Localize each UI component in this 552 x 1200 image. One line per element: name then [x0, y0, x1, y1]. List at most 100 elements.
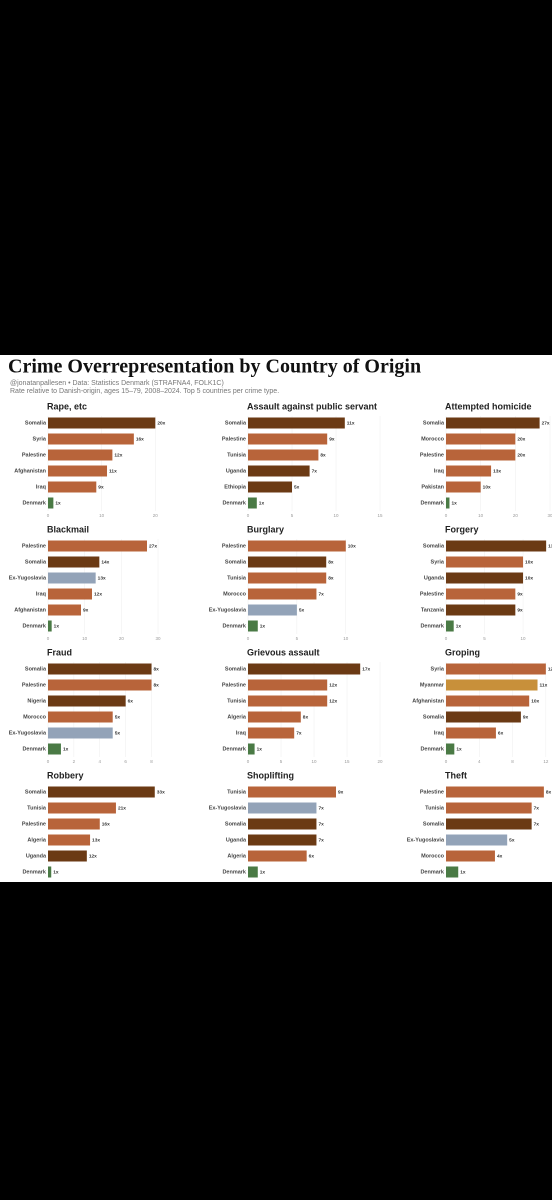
- bar: [248, 556, 327, 568]
- category-label: Uganda: [226, 837, 247, 843]
- value-label: 16x: [136, 436, 144, 442]
- x-tick-label: 8: [511, 759, 514, 764]
- x-tick-label: 20: [513, 513, 519, 518]
- category-label: Ex-Yugoslavia: [407, 837, 445, 843]
- category-label: Denmark: [420, 869, 444, 875]
- value-label: 12x: [329, 682, 337, 688]
- bar: [248, 572, 327, 584]
- bar: [446, 604, 516, 616]
- bar: [446, 433, 516, 445]
- value-label: 10x: [531, 698, 539, 704]
- category-label: Ex-Yugoslavia: [209, 805, 247, 811]
- category-label: Morocco: [421, 853, 445, 859]
- category-label: Somalia: [25, 559, 47, 565]
- bar: [248, 433, 328, 445]
- category-label: Tunisia: [227, 698, 247, 704]
- category-label: Palestine: [22, 821, 46, 827]
- x-tick-label: 10: [478, 513, 484, 518]
- x-tick-label: 20: [153, 513, 159, 518]
- value-label: 9x: [523, 714, 529, 720]
- bar: [48, 663, 152, 675]
- value-label: 10x: [525, 575, 533, 581]
- category-label: Tunisia: [27, 805, 47, 811]
- value-label: 12x: [89, 853, 97, 859]
- category-label: Iraq: [236, 730, 246, 736]
- bar: [248, 727, 295, 739]
- panel-title: Attempted homicide: [445, 401, 532, 411]
- category-label: Morocco: [223, 591, 247, 597]
- value-label: 13x: [493, 468, 501, 474]
- value-label: 6x: [309, 853, 315, 859]
- bar: [48, 786, 155, 798]
- value-label: 9x: [98, 484, 104, 490]
- x-tick-label: 10: [99, 513, 105, 518]
- category-label: Palestine: [222, 436, 246, 442]
- bar: [446, 540, 547, 552]
- bar: [248, 449, 319, 461]
- bar: [48, 850, 87, 862]
- x-tick-label: 0: [247, 513, 250, 518]
- bar: [248, 818, 317, 830]
- bar: [48, 743, 61, 755]
- x-tick-label: 0: [247, 759, 250, 764]
- bar: [446, 695, 530, 707]
- category-label: Uganda: [26, 853, 47, 859]
- category-label: Palestine: [420, 452, 444, 458]
- category-label: Palestine: [22, 452, 46, 458]
- bar: [48, 433, 134, 445]
- value-label: 1x: [451, 500, 457, 506]
- category-label: Palestine: [22, 543, 46, 549]
- x-tick-label: 10: [343, 636, 349, 641]
- value-label: 20x: [517, 436, 525, 442]
- panel-title: Forgery: [445, 524, 479, 534]
- bar: [48, 572, 96, 584]
- value-label: 8x: [303, 714, 309, 720]
- panel-title: Fraud: [47, 647, 72, 657]
- bar: [248, 588, 317, 600]
- category-label: Ex-Yugoslavia: [9, 575, 47, 581]
- value-label: 5x: [115, 714, 121, 720]
- bar: [248, 465, 310, 477]
- value-label: 13x: [92, 837, 100, 843]
- x-tick-label: 15: [344, 759, 350, 764]
- bar: [48, 497, 54, 509]
- category-label: Ex-Yugoslavia: [209, 607, 247, 613]
- x-tick-label: 2: [73, 759, 76, 764]
- bar: [446, 481, 481, 493]
- category-label: Palestine: [222, 543, 246, 549]
- bar: [248, 604, 297, 616]
- category-label: Morocco: [421, 436, 445, 442]
- value-label: 7x: [318, 591, 324, 597]
- category-label: Somalia: [25, 666, 47, 672]
- panel-title: Burglary: [247, 524, 284, 534]
- value-label: 7x: [318, 821, 324, 827]
- value-label: 27x: [149, 543, 157, 549]
- panel-title: Theft: [445, 770, 467, 780]
- x-tick-label: 10: [311, 759, 317, 764]
- value-label: 12x: [548, 666, 552, 672]
- value-label: 12x: [329, 698, 337, 704]
- bar: [446, 834, 508, 846]
- bar: [48, 679, 152, 691]
- bar: [248, 695, 328, 707]
- chart-title: Crime Overrepresentation by Country of O…: [8, 356, 421, 378]
- value-label: 6x: [128, 698, 134, 704]
- category-label: Denmark: [420, 623, 444, 629]
- x-tick-label: 4: [478, 759, 481, 764]
- category-label: Iraq: [36, 591, 46, 597]
- value-label: 7x: [312, 468, 318, 474]
- value-label: 20x: [517, 452, 525, 458]
- category-label: Denmark: [22, 746, 46, 752]
- category-label: Iraq: [434, 730, 444, 736]
- value-label: 12x: [94, 591, 102, 597]
- category-label: Denmark: [22, 869, 46, 875]
- bar: [48, 620, 52, 632]
- bar: [446, 465, 492, 477]
- bar: [446, 497, 450, 509]
- bar: [248, 481, 292, 493]
- value-label: 9x: [338, 789, 344, 795]
- value-label: 1x: [257, 746, 263, 752]
- value-label: 1x: [53, 869, 59, 875]
- value-label: 8x: [154, 666, 160, 672]
